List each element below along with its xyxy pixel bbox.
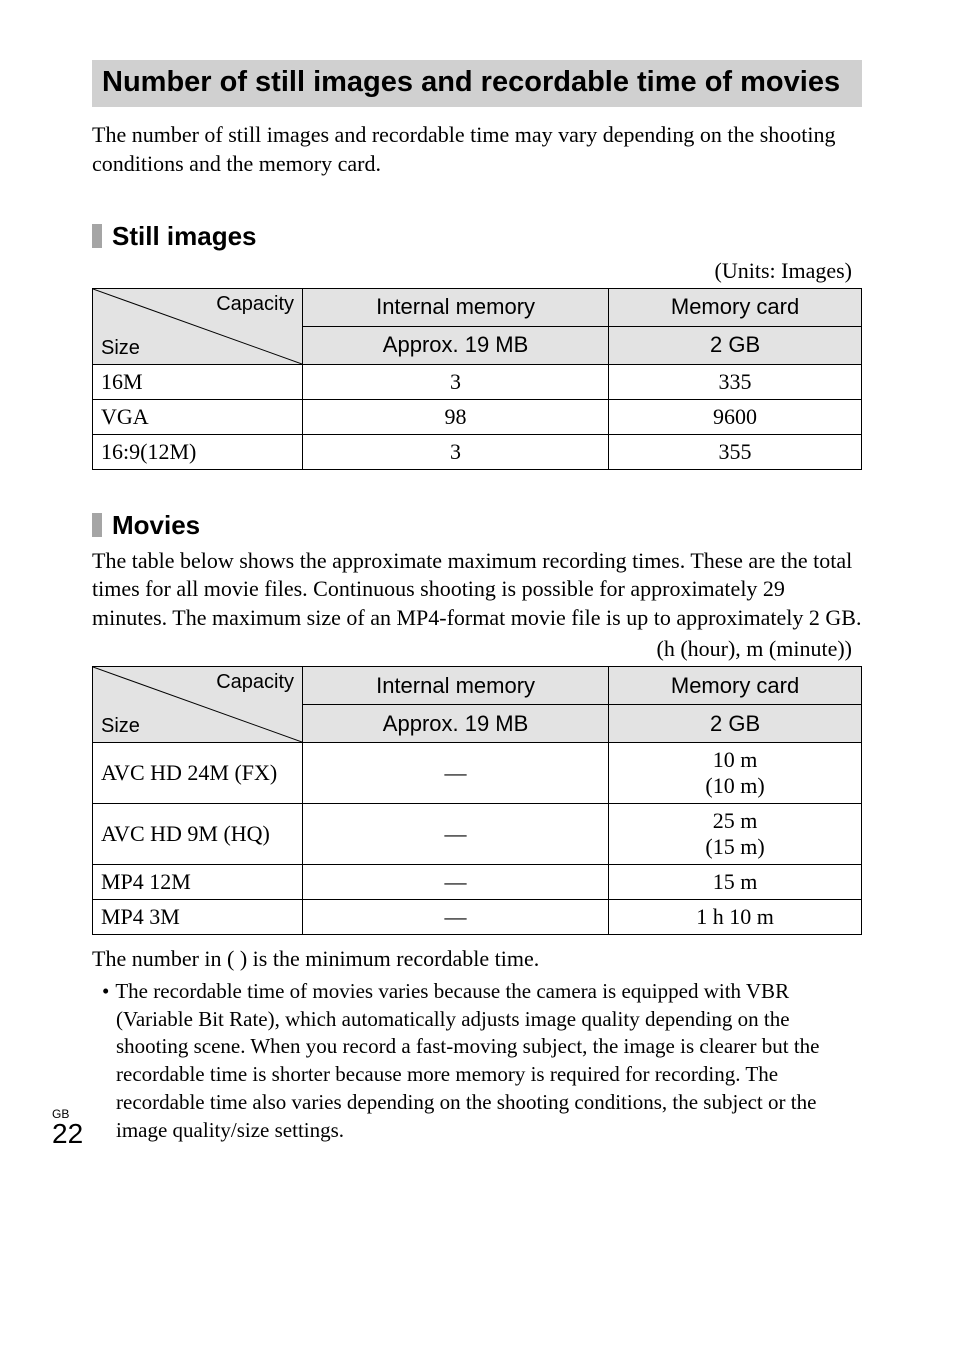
still-row-card: 9600 (609, 399, 862, 434)
still-row-size: VGA (93, 399, 303, 434)
movies-heading-text: Movies (112, 510, 200, 541)
page-number: GB 22 (52, 1108, 83, 1148)
still-col-internal: Internal memory (303, 288, 609, 326)
movies-row-size: AVC HD 24M (FX) (93, 743, 303, 804)
still-sub-card: 2 GB (609, 326, 862, 364)
still-row-internal: 3 (303, 364, 609, 399)
movies-diag-header: Capacity Size (93, 667, 303, 743)
movies-capacity-label: Capacity (216, 671, 294, 694)
movies-units-label: (h (hour), m (minute)) (92, 636, 862, 662)
movies-sub-internal: Approx. 19 MB (303, 705, 609, 743)
movies-heading: Movies (92, 510, 862, 541)
still-capacity-label: Capacity (216, 293, 294, 316)
table-row: 16M 3 335 (93, 364, 862, 399)
table-row: MP4 12M — 15 m (93, 865, 862, 900)
still-row-size: 16:9(12M) (93, 434, 303, 469)
table-row: MP4 3M — 1 h 10 m (93, 900, 862, 935)
still-size-label: Size (101, 337, 140, 360)
still-row-internal: 3 (303, 434, 609, 469)
table-row: VGA 98 9600 (93, 399, 862, 434)
section-title: Number of still images and recordable ti… (102, 66, 852, 99)
still-images-heading: Still images (92, 221, 862, 252)
movies-table: Capacity Size Internal memory Memory car… (92, 666, 862, 935)
movies-row-internal: — (303, 900, 609, 935)
movies-col-card: Memory card (609, 667, 862, 705)
still-images-table: Capacity Size Internal memory Memory car… (92, 288, 862, 470)
still-images-heading-text: Still images (112, 221, 257, 252)
movies-col-internal: Internal memory (303, 667, 609, 705)
movies-row-internal: — (303, 865, 609, 900)
still-sub-internal: Approx. 19 MB (303, 326, 609, 364)
movies-row-size: MP4 3M (93, 900, 303, 935)
still-units-label: (Units: Images) (92, 258, 862, 284)
movies-size-label: Size (101, 715, 140, 738)
movies-row-internal: — (303, 804, 609, 865)
movies-row-size: AVC HD 9M (HQ) (93, 804, 303, 865)
section-title-bar: Number of still images and recordable ti… (92, 60, 862, 107)
heading-bullet-icon (92, 513, 102, 537)
movies-bullet-note: •The recordable time of movies varies be… (92, 978, 862, 1144)
intro-paragraph: The number of still images and recordabl… (92, 121, 862, 178)
still-row-card: 335 (609, 364, 862, 399)
movies-row-card: 1 h 10 m (609, 900, 862, 935)
movies-bullet-text: The recordable time of movies varies bec… (115, 979, 819, 1142)
table-row: AVC HD 9M (HQ) — 25 m(15 m) (93, 804, 862, 865)
movies-footnote: The number in ( ) is the minimum recorda… (92, 945, 862, 974)
still-diag-header: Capacity Size (93, 288, 303, 364)
movies-sub-card: 2 GB (609, 705, 862, 743)
still-col-card: Memory card (609, 288, 862, 326)
page-number-value: 22 (52, 1118, 83, 1149)
movies-description: The table below shows the approximate ma… (92, 547, 862, 633)
movies-row-card: 10 m(10 m) (609, 743, 862, 804)
table-row: AVC HD 24M (FX) — 10 m(10 m) (93, 743, 862, 804)
movies-row-size: MP4 12M (93, 865, 303, 900)
heading-bullet-icon (92, 224, 102, 248)
movies-row-card: 25 m(15 m) (609, 804, 862, 865)
still-row-card: 355 (609, 434, 862, 469)
movies-row-card: 15 m (609, 865, 862, 900)
table-row: 16:9(12M) 3 355 (93, 434, 862, 469)
still-row-internal: 98 (303, 399, 609, 434)
still-row-size: 16M (93, 364, 303, 399)
movies-row-internal: — (303, 743, 609, 804)
